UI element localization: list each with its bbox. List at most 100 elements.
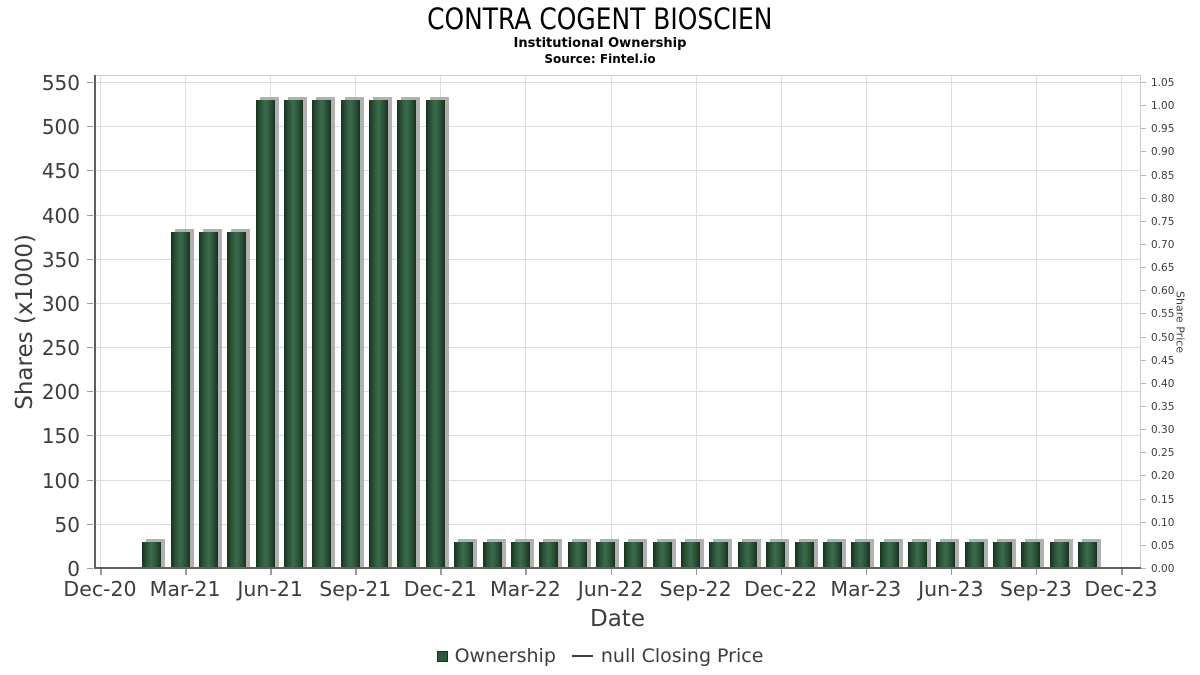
bar	[255, 99, 275, 568]
bar	[425, 99, 445, 568]
bar	[482, 541, 502, 568]
right-tick-label: 0.15	[1151, 493, 1175, 506]
x-tick-label: Jun-22	[577, 577, 644, 601]
gridline-horizontal	[94, 170, 1141, 172]
right-tick-label: 0.00	[1151, 563, 1175, 575]
left-tick-label: 50	[54, 512, 80, 537]
right-tick-label: 0.40	[1151, 377, 1175, 390]
gridline-vertical	[865, 75, 867, 569]
bar	[198, 232, 218, 568]
x-tick-mark	[1121, 569, 1123, 575]
bar	[964, 541, 984, 568]
left-tick-mark	[87, 347, 93, 349]
left-tick-mark	[87, 170, 93, 172]
left-tick-mark	[87, 258, 93, 260]
x-tick-label: Sep-23	[999, 577, 1072, 601]
x-tick-label: Sep-22	[659, 577, 732, 601]
gridline-vertical	[525, 75, 527, 569]
x-tick-mark	[440, 569, 442, 575]
left-tick-mark	[87, 126, 93, 128]
chart-title: CONTRA COGENT BIOSCIEN	[427, 2, 773, 36]
bar	[652, 541, 672, 568]
bar	[681, 541, 701, 568]
legend-label-ownership: Ownership	[454, 645, 556, 667]
gridline-horizontal	[94, 523, 1141, 525]
bar	[936, 541, 956, 568]
bar	[284, 99, 304, 568]
right-tick-label: 0.10	[1151, 516, 1175, 529]
left-tick-mark	[87, 302, 93, 304]
x-tick-mark	[270, 569, 272, 575]
left-tick-label: 250	[41, 336, 80, 361]
chart-title-row: CONTRA COGENT BIOSCIEN	[0, 2, 1200, 36]
right-tick-label: 0.60	[1151, 285, 1175, 298]
right-tick-mark	[1141, 151, 1146, 153]
right-tick-label: 0.90	[1151, 146, 1175, 159]
right-tick-label: 0.75	[1151, 215, 1175, 228]
right-tick-label: 0.95	[1151, 123, 1175, 136]
bar	[1021, 541, 1041, 568]
right-tick-label: 0.50	[1151, 331, 1175, 344]
gridline-vertical	[1035, 75, 1037, 569]
right-tick-label: 0.65	[1151, 262, 1175, 275]
right-tick-label: 0.45	[1151, 354, 1175, 367]
left-tick-label: 150	[41, 424, 80, 449]
x-tick-label: Jun-23	[918, 577, 984, 601]
gridline-vertical	[695, 75, 697, 569]
gridline-vertical	[1121, 75, 1122, 569]
right-tick-mark	[1141, 406, 1146, 407]
right-tick-label: 0.80	[1151, 192, 1175, 205]
bar	[1078, 541, 1098, 568]
right-tick-mark	[1141, 568, 1146, 569]
bar	[227, 232, 247, 568]
right-tick-mark	[1141, 267, 1146, 269]
left-tick-mark	[87, 214, 93, 216]
x-axis: Dec-20 Mar-21 Jun-21 Sep-21 Dec-21 Mar-22 Jun-…	[63, 569, 1158, 603]
right-tick-label: 0.05	[1151, 539, 1175, 552]
right-tick-label: 0.55	[1151, 308, 1175, 321]
left-axis: 0 50 100 150 200 250 300 350 400 450 500 550	[0, 73, 94, 579]
gridline-horizontal	[94, 391, 1141, 393]
plot-area	[94, 75, 1141, 569]
left-tick-mark	[87, 391, 93, 393]
legend-label-closing-price: null Closing Price	[600, 645, 764, 667]
x-tick-mark	[100, 569, 102, 575]
right-tick-mark	[1141, 105, 1146, 107]
bar	[567, 541, 587, 568]
x-tick-mark	[610, 569, 612, 575]
bar	[879, 541, 899, 568]
gridline-vertical	[610, 75, 612, 569]
left-tick-mark	[87, 435, 93, 437]
right-tick-mark	[1141, 336, 1146, 338]
x-tick-mark	[950, 569, 953, 575]
x-tick-mark	[865, 569, 868, 575]
left-tick-label: 100	[41, 468, 80, 493]
plot-border-right	[1140, 75, 1141, 569]
bar	[737, 541, 757, 568]
bar	[851, 541, 871, 568]
left-tick-label: 350	[41, 247, 80, 272]
right-axis-title-text: Share Price	[1173, 290, 1187, 354]
gridline-vertical	[950, 75, 952, 569]
right-tick-mark	[1141, 498, 1146, 500]
x-tick-mark	[780, 569, 783, 575]
left-tick-label: 0	[67, 557, 80, 581]
bar	[369, 99, 389, 568]
x-tick-mark	[185, 569, 187, 575]
right-tick-mark	[1141, 174, 1146, 176]
right-tick-label: 0.30	[1151, 424, 1175, 437]
bar	[340, 99, 360, 568]
plot-border-top	[94, 75, 1141, 76]
left-tick-label: 200	[41, 380, 80, 405]
bar	[766, 541, 786, 568]
x-tick-mark	[525, 569, 527, 575]
bar	[454, 541, 474, 568]
right-tick-mark	[1141, 359, 1146, 361]
left-tick-mark	[87, 82, 93, 83]
right-tick-label: 1.05	[1151, 77, 1175, 89]
right-tick-label: 1.00	[1151, 100, 1175, 113]
bar	[510, 541, 530, 568]
bar	[397, 99, 417, 568]
gridline-horizontal	[94, 214, 1141, 216]
